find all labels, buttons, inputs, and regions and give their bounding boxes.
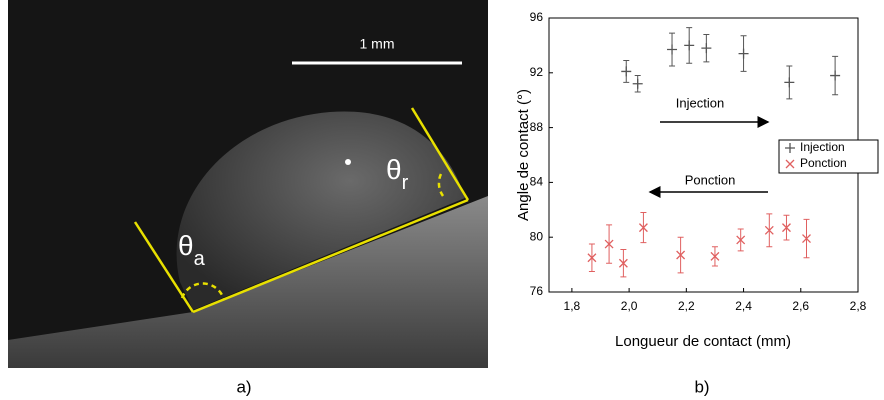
x-tick-label: 2,0 (621, 299, 638, 313)
point (621, 66, 632, 77)
y-tick-label: 92 (530, 65, 544, 79)
point (736, 235, 746, 245)
point (764, 225, 774, 235)
y-tick-label: 80 (530, 229, 544, 243)
y-tick-label: 88 (530, 120, 544, 134)
y-tick-label: 76 (530, 284, 544, 298)
angle-subscript: a (194, 248, 206, 270)
legend: Injection Ponction (778, 139, 879, 174)
x-tick-label: 1,8 (564, 299, 581, 313)
point (701, 43, 712, 54)
x-tick-label: 2,6 (792, 299, 809, 313)
point (638, 223, 648, 233)
droplet (176, 111, 466, 310)
point (667, 44, 678, 55)
point (632, 78, 643, 89)
substrate (8, 196, 488, 368)
point (784, 77, 795, 88)
point (830, 70, 841, 81)
legend-marker (785, 143, 795, 153)
x-axis-label: Longueur de contact (mm) (615, 333, 791, 350)
photo: 1 mm θa θr (8, 0, 488, 368)
annotation: Ponction (685, 172, 736, 187)
point (782, 223, 791, 233)
panel-label: a) (236, 377, 251, 396)
y-tick-label: 96 (530, 10, 544, 24)
legend-label: Injection (800, 140, 845, 154)
angle-label: θa (178, 230, 206, 270)
angle-symbol: θ (386, 154, 402, 185)
point (710, 251, 720, 261)
point (738, 48, 749, 59)
scale-bar-label: 1 mm (360, 36, 395, 52)
contact-lines (133, 107, 470, 314)
angle-subscript: r (402, 172, 409, 194)
point (604, 239, 614, 249)
legend-label: Ponction (800, 156, 847, 170)
x-tick-label: 2,4 (735, 299, 752, 313)
panel-label: b) (694, 377, 709, 396)
x-tick-label: 2,2 (678, 299, 695, 313)
point (802, 234, 811, 244)
legend-box (778, 139, 879, 174)
angle-symbol: θ (178, 230, 194, 261)
y-tick-label: 84 (530, 175, 544, 189)
x-tick-label: 2,8 (850, 299, 867, 313)
point (618, 258, 628, 268)
point (676, 250, 686, 260)
legend-marker (785, 159, 795, 169)
reflection (345, 159, 351, 165)
angle-label: θr (386, 154, 409, 194)
point (684, 40, 695, 51)
annotation: Injection (676, 95, 724, 110)
y-axis-label: Angle de contact (°) (515, 89, 532, 221)
point (587, 253, 597, 263)
